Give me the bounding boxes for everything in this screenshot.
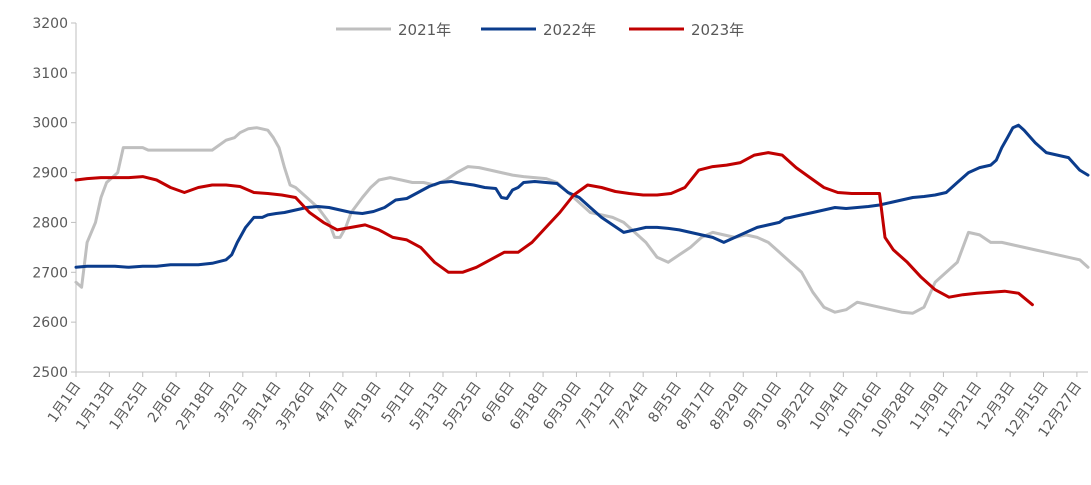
series-layer [74, 123, 1090, 315]
y-axis: 2500 2600 2700 2800 2900 3000 3100 3200 [32, 16, 77, 381]
y-tick-label: 2900 [32, 166, 68, 182]
y-tick-label: 2700 [32, 265, 68, 281]
legend-label: 2022年 [543, 21, 596, 39]
y-tick-label: 3200 [32, 16, 68, 32]
y-tick-label: 2500 [32, 365, 68, 381]
x-axis: 1月1日1月13日1月25日2月6日2月18日3月2日3月14日3月26日4月7… [45, 371, 1088, 440]
legend: 2021年 2022年 2023年 [336, 21, 744, 39]
y-tick-label: 3100 [32, 66, 68, 82]
y-tick-label: 3000 [32, 116, 68, 132]
y-tick-label: 2800 [32, 215, 68, 231]
y-tick-label: 2600 [32, 315, 68, 331]
series-line-3 [74, 151, 1034, 307]
legend-label: 2023年 [691, 21, 744, 39]
series-line-2 [74, 123, 1090, 269]
series-line-1 [74, 126, 1090, 315]
legend-label: 2021年 [398, 21, 451, 39]
